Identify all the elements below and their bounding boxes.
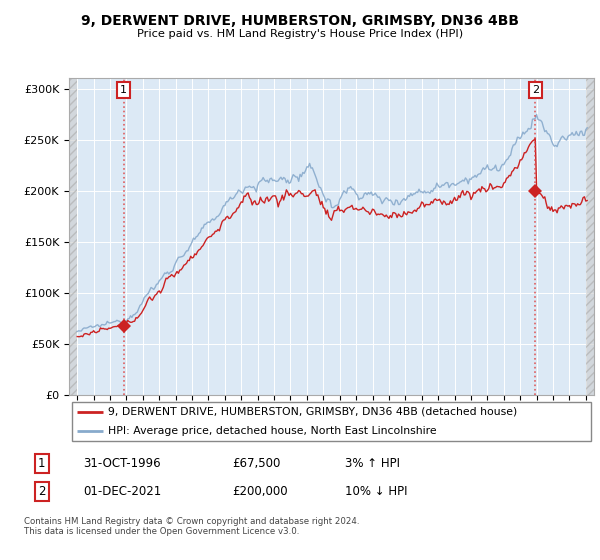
Text: 31-OCT-1996: 31-OCT-1996: [83, 457, 161, 470]
Text: 2: 2: [38, 485, 46, 498]
Bar: [586, 78, 594, 395]
FancyBboxPatch shape: [71, 402, 592, 441]
Text: 2: 2: [532, 85, 539, 95]
Text: 9, DERWENT DRIVE, HUMBERSTON, GRIMSBY, DN36 4BB: 9, DERWENT DRIVE, HUMBERSTON, GRIMSBY, D…: [81, 14, 519, 28]
Text: 01-DEC-2021: 01-DEC-2021: [83, 485, 161, 498]
Text: Price paid vs. HM Land Registry's House Price Index (HPI): Price paid vs. HM Land Registry's House …: [137, 29, 463, 39]
Text: 1: 1: [120, 85, 127, 95]
Text: £67,500: £67,500: [233, 457, 281, 470]
Text: 9, DERWENT DRIVE, HUMBERSTON, GRIMSBY, DN36 4BB (detached house): 9, DERWENT DRIVE, HUMBERSTON, GRIMSBY, D…: [109, 407, 518, 417]
Text: 3% ↑ HPI: 3% ↑ HPI: [346, 457, 400, 470]
Bar: [69, 78, 77, 395]
Text: Contains HM Land Registry data © Crown copyright and database right 2024.
This d: Contains HM Land Registry data © Crown c…: [24, 517, 359, 536]
Text: 10% ↓ HPI: 10% ↓ HPI: [346, 485, 408, 498]
Text: £200,000: £200,000: [233, 485, 289, 498]
Text: HPI: Average price, detached house, North East Lincolnshire: HPI: Average price, detached house, Nort…: [109, 426, 437, 436]
Text: 1: 1: [38, 457, 46, 470]
